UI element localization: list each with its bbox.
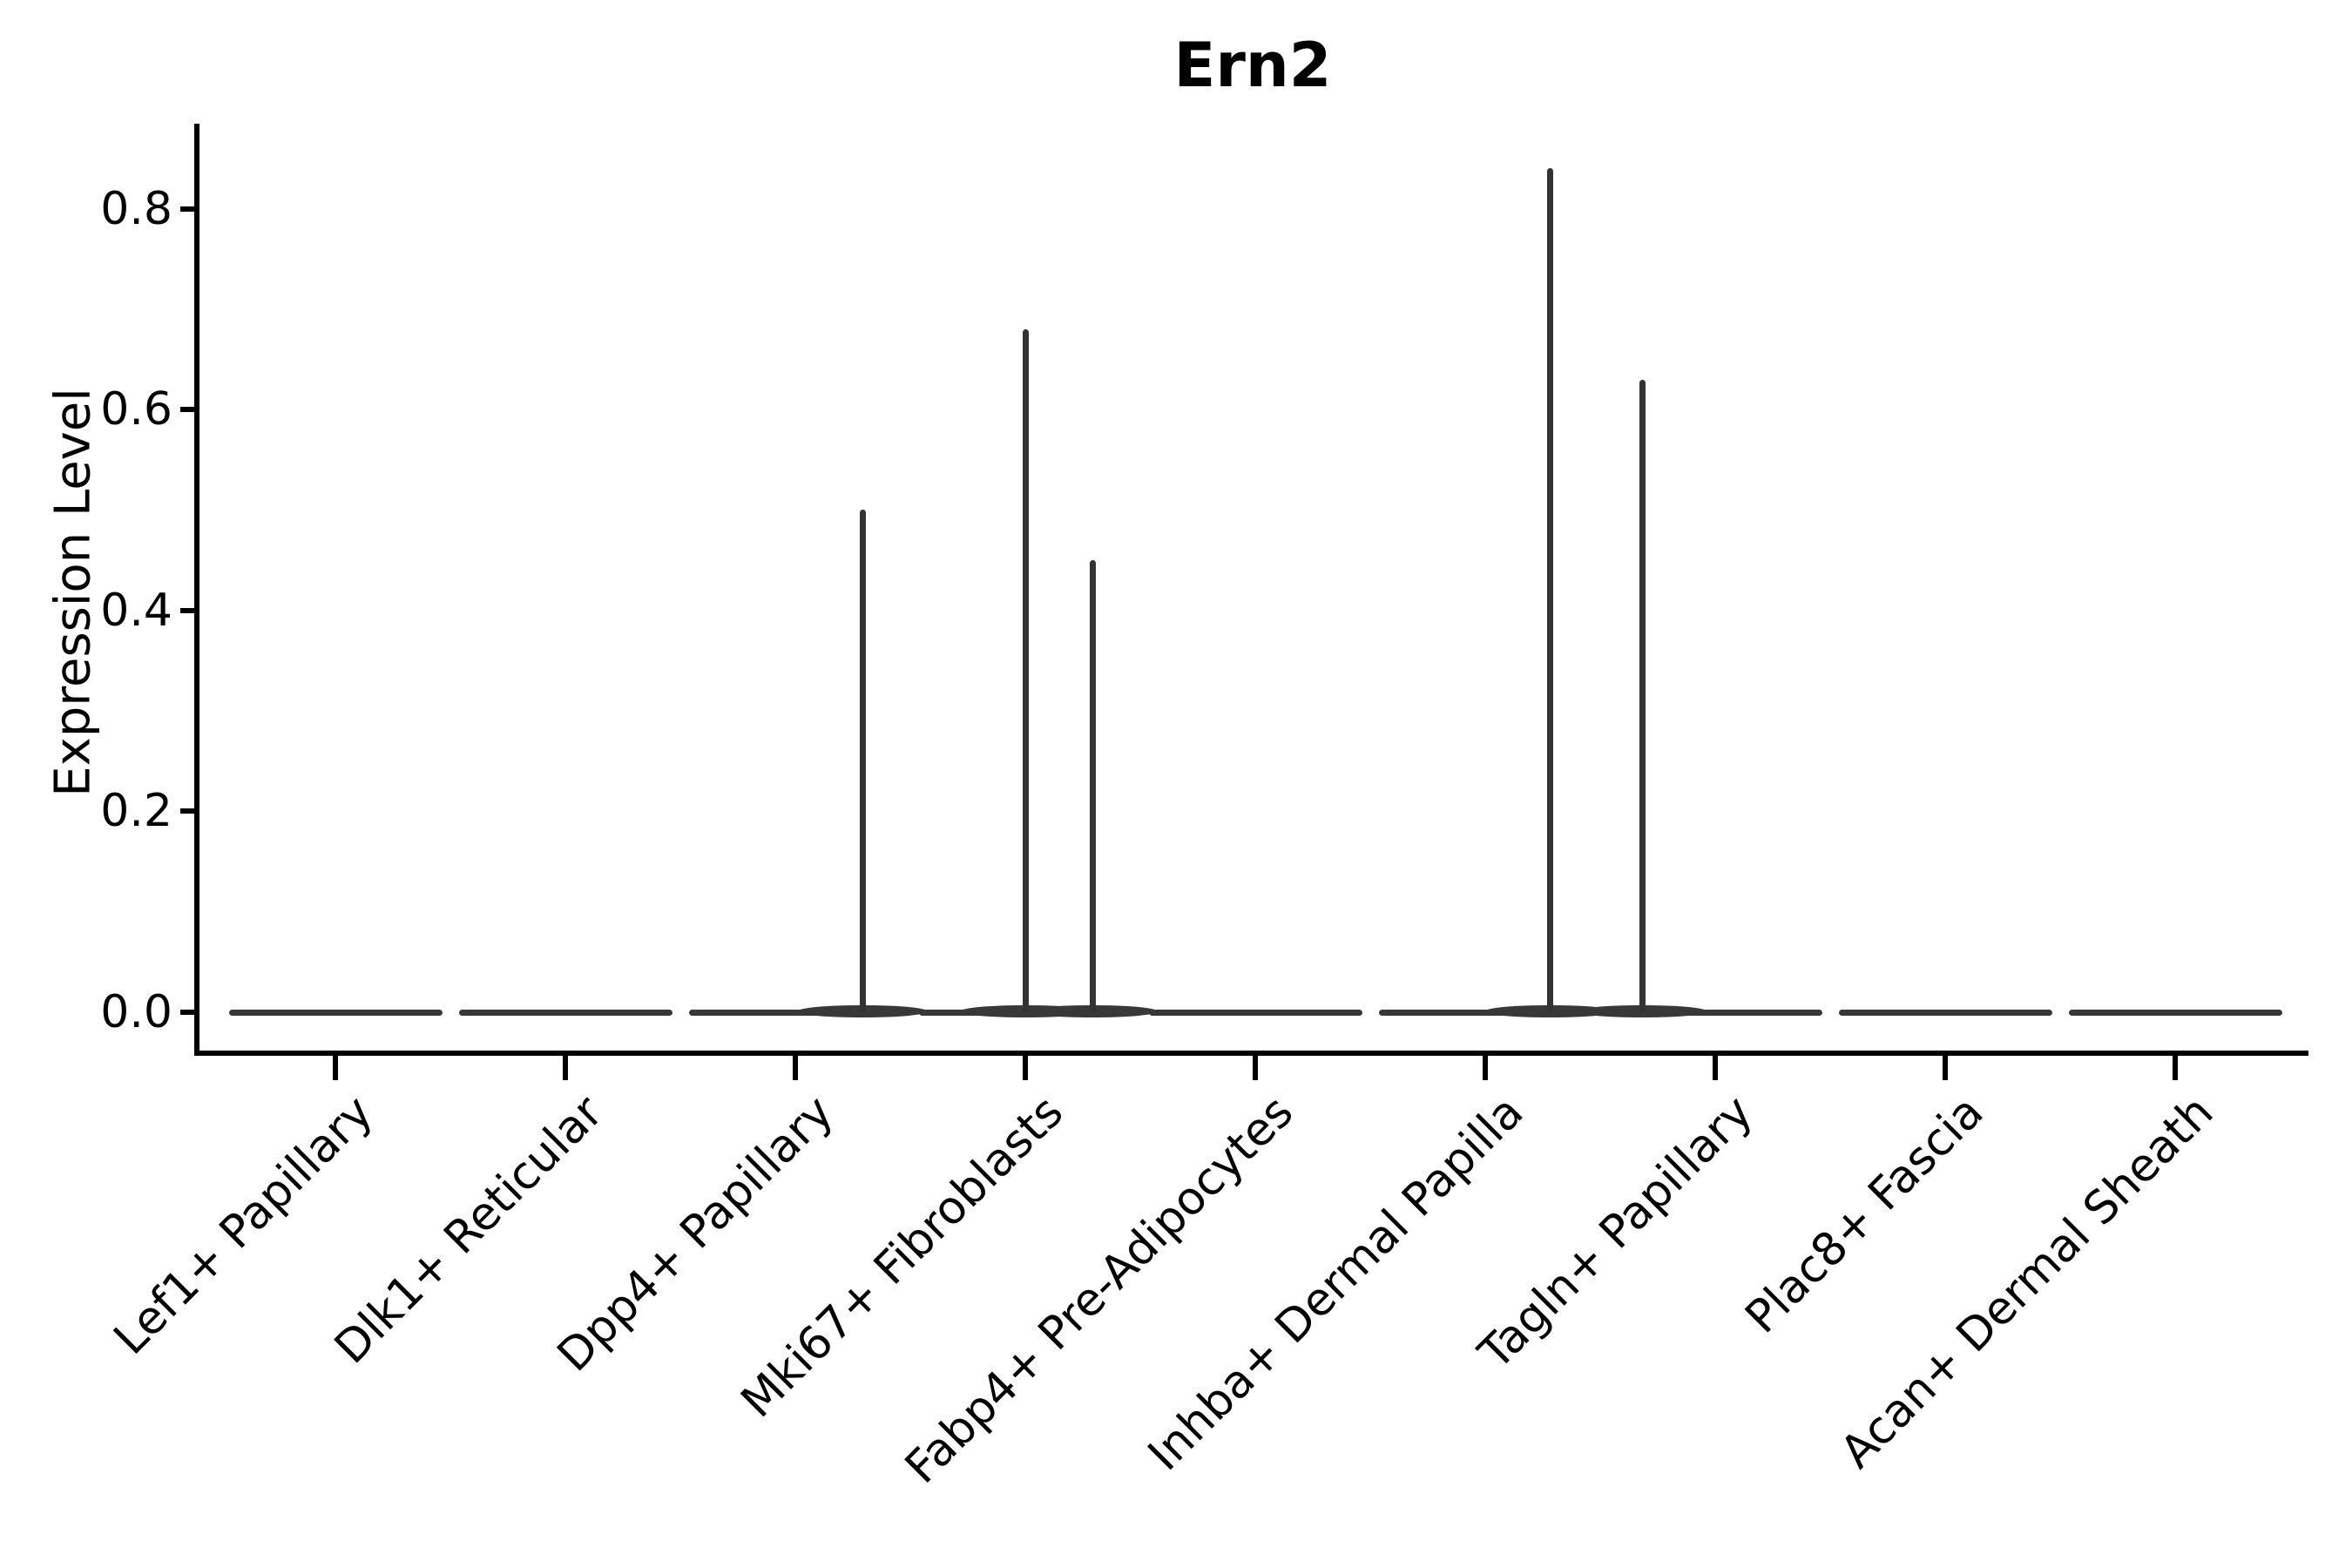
- y-tick-mark: [180, 206, 194, 212]
- violin-spike: [1547, 168, 1553, 1012]
- y-tick-mark: [180, 808, 194, 814]
- x-tick-label: Inhba+ Dermal Papilla: [1138, 1085, 1534, 1482]
- violin-spike: [1639, 380, 1646, 1012]
- violin-baseline: [688, 1010, 902, 1016]
- y-axis-spine: [194, 124, 199, 1056]
- x-tick-mark: [333, 1056, 338, 1080]
- x-tick-label: Plac8+ Fascia: [1735, 1085, 1994, 1344]
- x-axis-spine: [194, 1051, 2308, 1056]
- y-tick-label: 0.0: [100, 986, 172, 1038]
- violin-baseline: [1608, 1010, 1822, 1016]
- x-tick-mark: [563, 1056, 568, 1080]
- y-tick-mark: [180, 407, 194, 413]
- violin-baseline: [1838, 1010, 2052, 1016]
- violin-spike: [1023, 329, 1029, 1012]
- y-tick-mark: [180, 1010, 194, 1015]
- x-tick-mark: [2173, 1056, 2178, 1080]
- x-tick-mark: [1713, 1056, 1718, 1080]
- y-tick-label: 0.8: [100, 182, 172, 235]
- x-tick-mark: [1253, 1056, 1258, 1080]
- violin-baseline: [458, 1010, 672, 1016]
- violin-spike: [860, 510, 866, 1012]
- y-tick-label: 0.6: [100, 383, 172, 436]
- violin-baseline: [228, 1010, 443, 1016]
- x-tick-mark: [1023, 1056, 1028, 1080]
- y-tick-mark: [180, 607, 194, 613]
- x-tick-mark: [1483, 1056, 1488, 1080]
- violin-baseline: [2068, 1010, 2282, 1016]
- x-tick-mark: [1943, 1056, 1948, 1080]
- x-tick-label: Fabp4+ Pre-Adipocytes: [895, 1085, 1304, 1494]
- plot-title: Ern2: [1173, 30, 1332, 101]
- x-tick-label: Acan+ Dermal Sheath: [1830, 1085, 2224, 1479]
- violin-baseline: [1148, 1010, 1362, 1016]
- y-tick-label: 0.2: [100, 785, 172, 838]
- y-tick-label: 0.4: [100, 584, 172, 637]
- violin-spike: [1090, 560, 1096, 1012]
- x-tick-mark: [793, 1056, 798, 1080]
